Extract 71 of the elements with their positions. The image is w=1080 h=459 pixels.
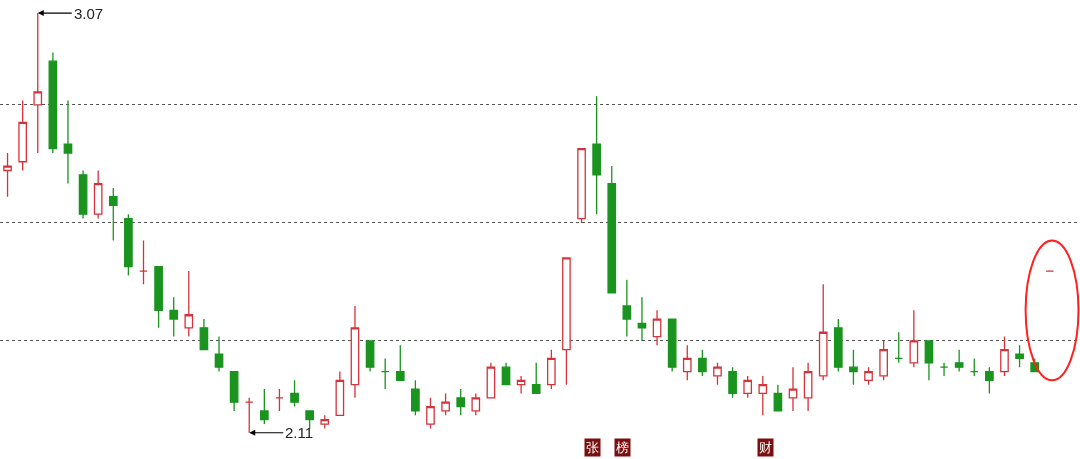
candlestick <box>758 375 768 416</box>
candlestick <box>939 362 949 377</box>
candlestick <box>833 318 843 373</box>
candlestick <box>214 335 224 373</box>
candlestick <box>607 165 617 294</box>
annotation: 3.07 <box>74 5 104 22</box>
candlestick <box>290 379 299 408</box>
candlestick <box>894 331 904 364</box>
candlestick <box>365 340 375 373</box>
candlestick <box>63 99 73 185</box>
annotation: 财 <box>759 440 772 455</box>
candlestick <box>441 392 450 416</box>
candlestick <box>682 344 692 381</box>
candlestick <box>818 283 828 381</box>
candlestick <box>305 410 314 430</box>
candlestick <box>864 366 873 386</box>
candlestick <box>652 309 662 346</box>
candlestick <box>803 362 813 412</box>
candlestick <box>788 366 798 412</box>
candlestick <box>199 318 209 351</box>
candlestick <box>531 362 541 395</box>
candlestick <box>275 388 284 412</box>
candlestick <box>577 147 586 224</box>
candlestick <box>320 414 330 430</box>
candlestick <box>516 375 526 395</box>
candlestick <box>380 357 390 390</box>
candlestick <box>562 257 571 386</box>
candlestick <box>637 296 647 342</box>
candlestick <box>471 392 481 416</box>
candlestick <box>18 99 28 172</box>
annotation: 榜 <box>616 440 629 455</box>
candlestick <box>1000 335 1009 377</box>
candlestick <box>849 349 858 386</box>
candlestick <box>350 305 360 399</box>
candlestick <box>78 169 88 220</box>
candlestick <box>335 370 345 416</box>
candlestick <box>773 384 783 412</box>
candlestick <box>154 266 163 329</box>
candlestick <box>728 366 737 399</box>
candlestick <box>985 366 994 395</box>
candlestick <box>411 379 420 416</box>
candlestick <box>184 270 194 338</box>
candlestick <box>456 388 466 416</box>
candlestick <box>909 309 919 368</box>
candlestick <box>48 51 58 154</box>
candlestick <box>879 340 888 381</box>
candlestick <box>667 318 677 373</box>
candlestick <box>259 388 269 425</box>
candlestick <box>139 239 148 285</box>
candlestick <box>954 349 964 373</box>
candlestick <box>924 340 934 381</box>
candlestick <box>395 344 405 381</box>
candlestick <box>426 397 435 430</box>
candlestick <box>1015 344 1024 368</box>
annotation: 2.11 <box>285 424 314 441</box>
candlestick <box>229 370 239 412</box>
candlestick <box>108 187 118 242</box>
candlestick <box>169 296 179 338</box>
candlestick <box>622 279 632 338</box>
candlestick <box>486 362 496 399</box>
candlestick <box>501 362 511 386</box>
candlestick <box>969 357 979 377</box>
candlestick <box>743 375 753 399</box>
candlestick <box>713 362 722 386</box>
candlestick <box>546 349 556 390</box>
annotation: 张 <box>586 440 599 455</box>
candlestick <box>3 152 12 198</box>
candlestick <box>93 169 103 220</box>
candlestick <box>124 213 133 277</box>
candlestick <box>592 95 601 215</box>
candlestick <box>698 349 707 377</box>
